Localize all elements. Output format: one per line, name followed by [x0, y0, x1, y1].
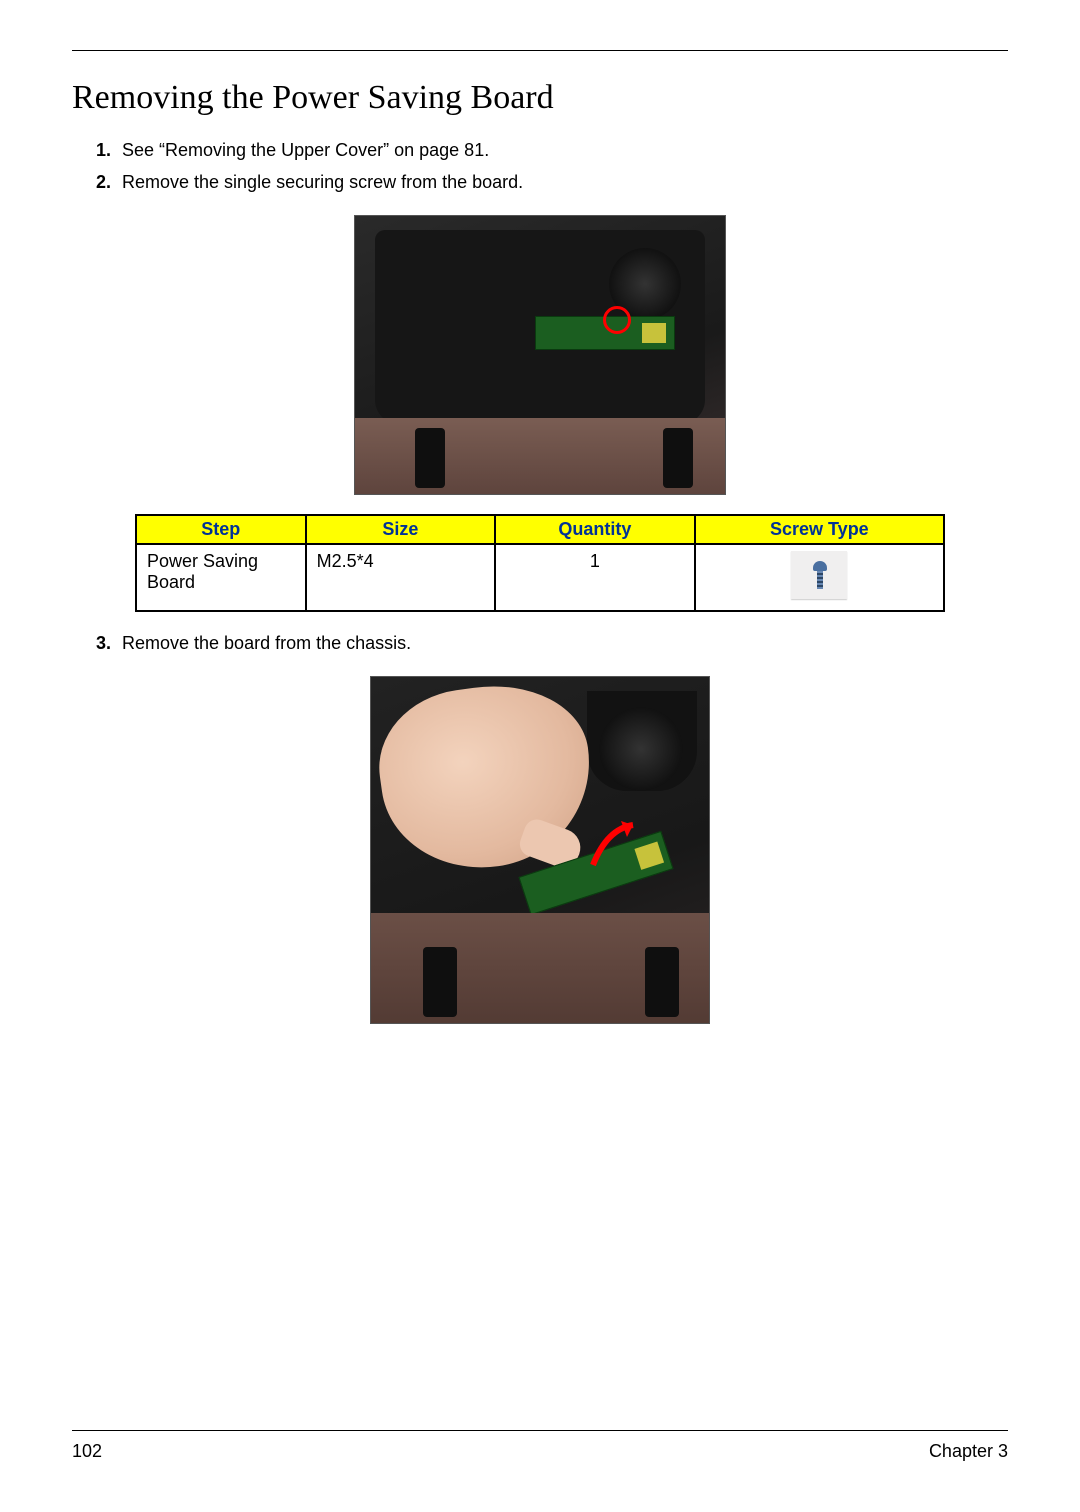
th-step: Step	[136, 515, 306, 544]
page-title: Removing the Power Saving Board	[72, 79, 1008, 117]
step-2-number: 2.	[96, 169, 111, 197]
step-1-number: 1.	[96, 137, 111, 165]
th-size: Size	[306, 515, 496, 544]
screw-icon	[791, 551, 847, 599]
step-3: 3. Remove the board from the chassis.	[96, 630, 1008, 658]
steps-list: 1. See “Removing the Upper Cover” on pag…	[72, 137, 1008, 197]
footer-rule	[72, 1430, 1008, 1431]
td-size: M2.5*4	[306, 544, 496, 611]
step-3-text: Remove the board from the chassis.	[122, 633, 411, 653]
step-1: 1. See “Removing the Upper Cover” on pag…	[96, 137, 1008, 165]
td-quantity: 1	[495, 544, 695, 611]
table-row: Power Saving Board M2.5*4 1	[136, 544, 944, 611]
header-rule	[72, 50, 1008, 51]
page-number: 102	[72, 1441, 102, 1462]
chapter-label: Chapter 3	[929, 1441, 1008, 1462]
step-2: 2. Remove the single securing screw from…	[96, 169, 1008, 197]
page-footer: 102 Chapter 3	[72, 1430, 1008, 1462]
figure-1-wrap	[72, 215, 1008, 500]
steps-list-2: 3. Remove the board from the chassis.	[72, 630, 1008, 658]
screw-highlight-circle	[603, 306, 631, 334]
figure-2	[370, 676, 710, 1024]
table-header-row: Step Size Quantity Screw Type	[136, 515, 944, 544]
td-step: Power Saving Board	[136, 544, 306, 611]
step-3-number: 3.	[96, 630, 111, 658]
step-2-text: Remove the single securing screw from th…	[122, 172, 523, 192]
lift-arrow-icon	[587, 815, 643, 871]
th-quantity: Quantity	[495, 515, 695, 544]
step-1-text: See “Removing the Upper Cover” on page 8…	[122, 140, 489, 160]
figure-1	[354, 215, 726, 495]
th-screw-type: Screw Type	[695, 515, 944, 544]
td-screw-type	[695, 544, 944, 611]
screw-table: Step Size Quantity Screw Type Power Savi…	[135, 514, 945, 612]
figure-2-wrap	[72, 676, 1008, 1029]
